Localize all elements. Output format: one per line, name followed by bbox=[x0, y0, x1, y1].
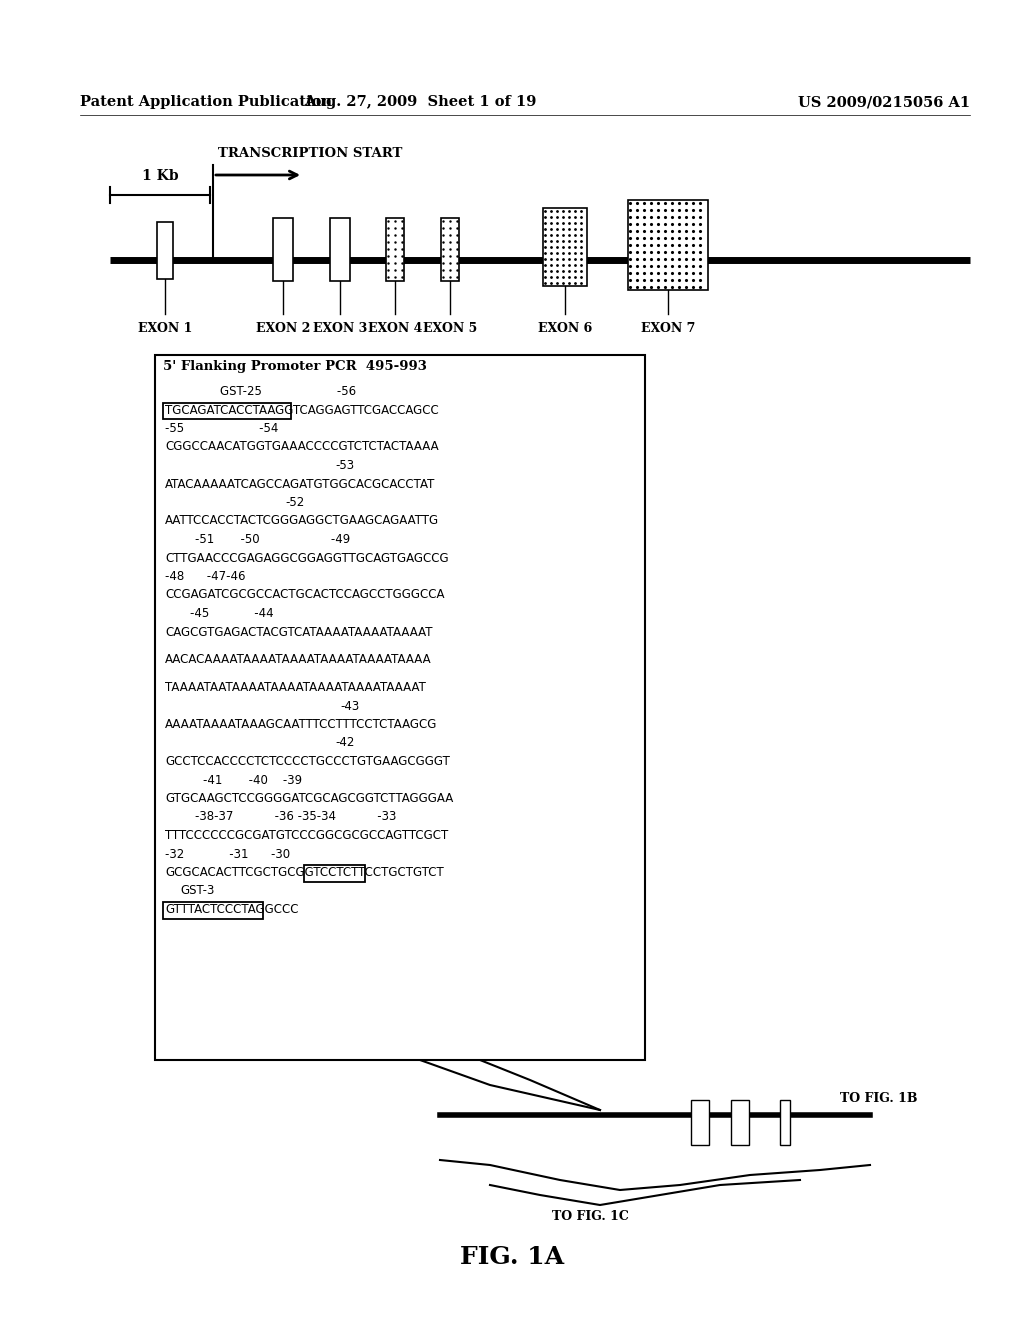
Text: EXON 5: EXON 5 bbox=[423, 322, 477, 335]
Text: -38-37           -36 -35-34           -33: -38-37 -36 -35-34 -33 bbox=[195, 810, 396, 824]
Bar bbox=[273, 218, 293, 281]
Text: -42: -42 bbox=[335, 737, 354, 750]
Text: EXON 1: EXON 1 bbox=[138, 322, 193, 335]
Text: EXON 2: EXON 2 bbox=[256, 322, 310, 335]
Text: EXON 4: EXON 4 bbox=[368, 322, 422, 335]
Bar bbox=[386, 218, 404, 281]
Text: GTGCAAGCTCCGGGGATCGCAGCGGTCTTAGGGAA: GTGCAAGCTCCGGGGATCGCAGCGGTCTTAGGGAA bbox=[165, 792, 454, 805]
Text: GCGCACACTTCGCTGCGGTCCTCTTCCTGCTGTCT: GCGCACACTTCGCTGCGGTCCTCTTCCTGCTGTCT bbox=[165, 866, 443, 879]
Bar bbox=[304, 865, 365, 882]
Bar bbox=[157, 222, 173, 279]
Text: TO FIG. 1B: TO FIG. 1B bbox=[840, 1092, 918, 1105]
Text: 1 Kb: 1 Kb bbox=[141, 169, 178, 183]
Bar bbox=[155, 355, 645, 1060]
Text: 5' Flanking Promoter PCR  495-993: 5' Flanking Promoter PCR 495-993 bbox=[163, 360, 427, 374]
Text: CAGCGTGAGACTACGTCATAAAATAAAATAAAAT: CAGCGTGAGACTACGTCATAAAATAAAATAAAAT bbox=[165, 626, 432, 639]
Text: AATTCCACCTACTCGGGAGGCTGAAGCAGAATTG: AATTCCACCTACTCGGGAGGCTGAAGCAGAATTG bbox=[165, 515, 439, 528]
Bar bbox=[163, 902, 263, 919]
Bar bbox=[691, 1100, 709, 1144]
Text: US 2009/0215056 A1: US 2009/0215056 A1 bbox=[798, 95, 970, 110]
Text: -45            -44: -45 -44 bbox=[190, 607, 273, 620]
Text: GST-3: GST-3 bbox=[180, 884, 214, 898]
Text: GCCTCCACCCCTCTCCCCTGCCCTGTGAAGCGGGT: GCCTCCACCCCTCTCCCCTGCCCTGTGAAGCGGGT bbox=[165, 755, 450, 768]
Text: EXON 7: EXON 7 bbox=[641, 322, 695, 335]
Text: TRANSCRIPTION START: TRANSCRIPTION START bbox=[218, 147, 402, 160]
Text: GST-25                    -56: GST-25 -56 bbox=[220, 385, 356, 399]
Text: TO FIG. 1C: TO FIG. 1C bbox=[552, 1210, 629, 1224]
Text: GTTTACTCCCTAGGCCC: GTTTACTCCCTAGGCCC bbox=[165, 903, 299, 916]
Text: -32            -31      -30: -32 -31 -30 bbox=[165, 847, 290, 861]
Text: AAAATAAAATAAAGCAATTTCCTTTCCTCTAAGCG: AAAATAAAATAAAGCAATTTCCTTTCCTCTAAGCG bbox=[165, 718, 437, 731]
Text: -51       -50                   -49: -51 -50 -49 bbox=[195, 533, 350, 546]
Bar bbox=[330, 218, 350, 281]
Text: EXON 3: EXON 3 bbox=[313, 322, 368, 335]
Text: TTTCCCCCCGCGATGTCCCGGCGCGCCAGTTCGCT: TTTCCCCCCGCGATGTCCCGGCGCGCCAGTTCGCT bbox=[165, 829, 449, 842]
Bar bbox=[628, 201, 708, 290]
Text: -48      -47-46: -48 -47-46 bbox=[165, 570, 246, 583]
Text: -55                    -54: -55 -54 bbox=[165, 422, 279, 436]
Text: EXON 6: EXON 6 bbox=[538, 322, 592, 335]
Text: ATACAAAAATCAGCCAGATGTGGCACGCACCTAT: ATACAAAAATCAGCCAGATGTGGCACGCACCTAT bbox=[165, 478, 435, 491]
Text: TAAAATAATAAAATAAAATAAAATAAAATAAAAT: TAAAATAATAAAATAAAATAAAATAAAATAAAAT bbox=[165, 681, 426, 694]
Bar bbox=[163, 403, 291, 418]
Text: -52: -52 bbox=[285, 496, 304, 510]
Bar bbox=[441, 218, 459, 281]
Text: Patent Application Publication: Patent Application Publication bbox=[80, 95, 332, 110]
Text: AACACAAAATAAAATAAAATAAAATAAAATAAAA: AACACAAAATAAAATAAAATAAAATAAAATAAAA bbox=[165, 653, 432, 667]
Text: Aug. 27, 2009  Sheet 1 of 19: Aug. 27, 2009 Sheet 1 of 19 bbox=[304, 95, 537, 110]
Text: -43: -43 bbox=[340, 700, 359, 713]
Text: TGCAGATCACCTAAGGTCAGGAGTTCGACCAGCC: TGCAGATCACCTAAGGTCAGGAGTTCGACCAGCC bbox=[165, 404, 438, 417]
Text: FIG. 1A: FIG. 1A bbox=[460, 1245, 564, 1269]
Text: -41       -40    -39: -41 -40 -39 bbox=[203, 774, 302, 787]
Text: -53: -53 bbox=[335, 459, 354, 473]
Text: CTTGAACCCGAGAGGCGGAGGTTGCAGTGAGCCG: CTTGAACCCGAGAGGCGGAGGTTGCAGTGAGCCG bbox=[165, 552, 449, 565]
Bar bbox=[543, 209, 587, 286]
Text: CGGCCAACATGGTGAAACCCCGTCTCTACTAAAA: CGGCCAACATGGTGAAACCCCGTCTCTACTAAAA bbox=[165, 441, 438, 454]
Bar bbox=[731, 1100, 749, 1144]
Text: CCGAGATCGCGCCACTGCACTCCAGCCTGGGCCA: CCGAGATCGCGCCACTGCACTCCAGCCTGGGCCA bbox=[165, 589, 444, 602]
Bar bbox=[780, 1100, 790, 1144]
